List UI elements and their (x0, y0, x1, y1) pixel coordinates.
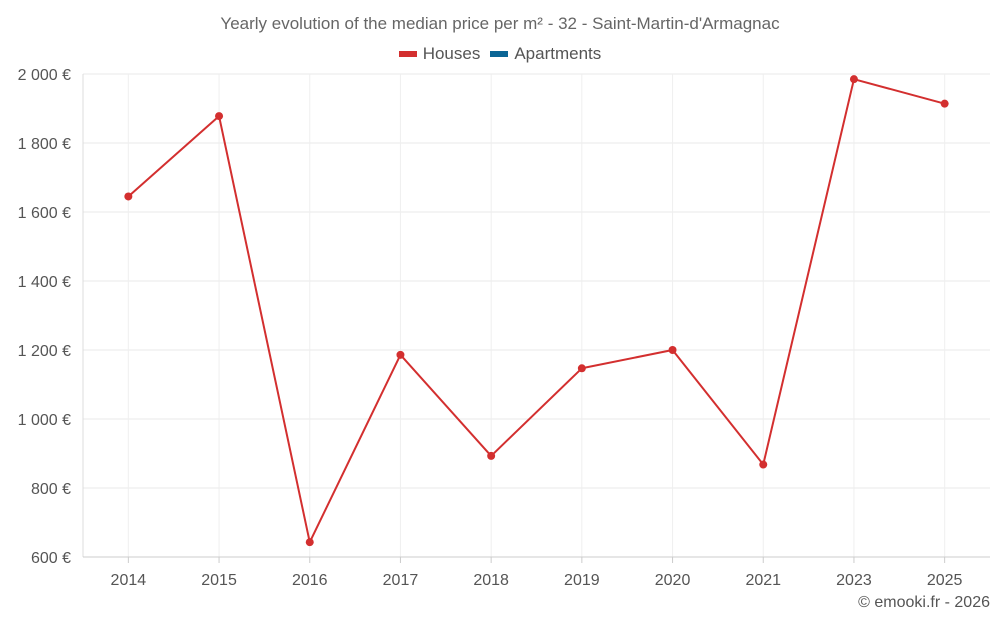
x-tick-label: 2014 (111, 572, 147, 589)
x-tick-label: 2016 (292, 572, 328, 589)
data-point-houses (940, 99, 949, 108)
y-tick-label: 800 € (31, 481, 71, 498)
data-point-houses (396, 350, 405, 359)
legend-item-apartments[interactable]: Apartments (490, 44, 601, 64)
y-tick-label: 1 000 € (18, 412, 71, 429)
legend-label-houses: Houses (422, 44, 481, 63)
x-tick-label: 2019 (564, 572, 600, 589)
data-point-houses (487, 451, 496, 460)
legend-label-apartments: Apartments (514, 44, 602, 63)
y-tick-label: 2 000 € (18, 67, 71, 84)
x-tick-label: 2020 (655, 572, 691, 589)
x-tick-label: 2015 (201, 572, 237, 589)
x-tick-label: 2017 (383, 572, 419, 589)
y-tick-label: 600 € (31, 550, 71, 567)
credit-text: © emooki.fr - 2026 (858, 594, 990, 611)
data-point-houses (577, 364, 586, 373)
legend-swatch-apartments (490, 51, 509, 57)
legend: Houses Apartments (0, 44, 1000, 64)
x-tick-label: 2021 (745, 572, 781, 589)
legend-item-houses[interactable]: Houses (398, 44, 481, 64)
data-point-houses (305, 538, 314, 547)
x-tick-label: 2018 (473, 572, 509, 589)
y-tick-label: 1 400 € (18, 274, 71, 291)
data-point-houses (124, 192, 133, 201)
data-point-houses (759, 460, 768, 469)
y-tick-label: 1 600 € (18, 205, 71, 222)
legend-swatch-houses (398, 51, 417, 57)
y-tick-label: 1 200 € (18, 343, 71, 360)
data-point-houses (215, 112, 224, 121)
data-point-houses (849, 75, 858, 84)
x-tick-label: 2025 (927, 572, 963, 589)
series-line-houses (127, 78, 945, 544)
data-point-houses (668, 346, 677, 354)
x-tick-label: 2023 (836, 572, 872, 589)
y-tick-label: 1 800 € (18, 136, 71, 153)
chart-title: Yearly evolution of the median price per… (220, 14, 780, 33)
